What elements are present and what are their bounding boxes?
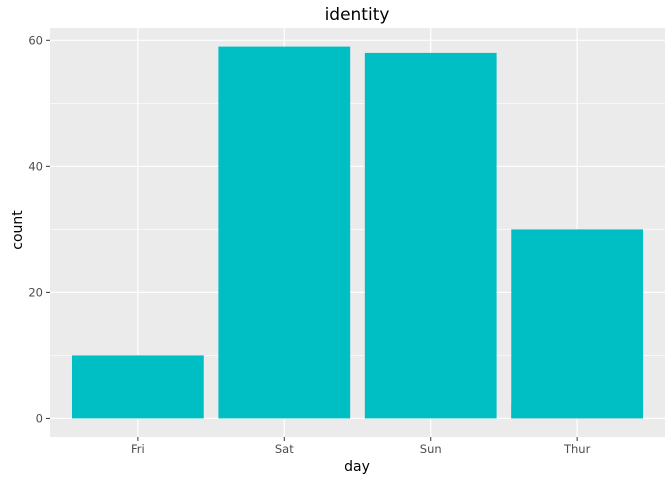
y-tick-label: 40 [28, 159, 43, 173]
y-axis: 0 20 40 60 [28, 33, 50, 425]
y-tick-label: 20 [28, 285, 43, 299]
x-tick-label: Sun [420, 442, 442, 456]
x-tick-label: Fri [131, 442, 145, 456]
y-tick-label: 60 [28, 33, 43, 47]
x-axis-title: day [344, 459, 370, 475]
x-tick-label: Sat [275, 442, 294, 456]
x-axis: Fri Sat Sun Thur [131, 437, 591, 456]
bar-sat [218, 46, 351, 419]
bar-thur [511, 229, 644, 419]
bar-fri [71, 355, 204, 419]
bars [71, 46, 644, 419]
x-tick-label: Thur [563, 442, 591, 456]
y-tick-label: 0 [36, 411, 43, 425]
bar-sun [364, 52, 497, 419]
chart-title: identity [325, 5, 390, 25]
y-axis-title: count [10, 210, 26, 250]
